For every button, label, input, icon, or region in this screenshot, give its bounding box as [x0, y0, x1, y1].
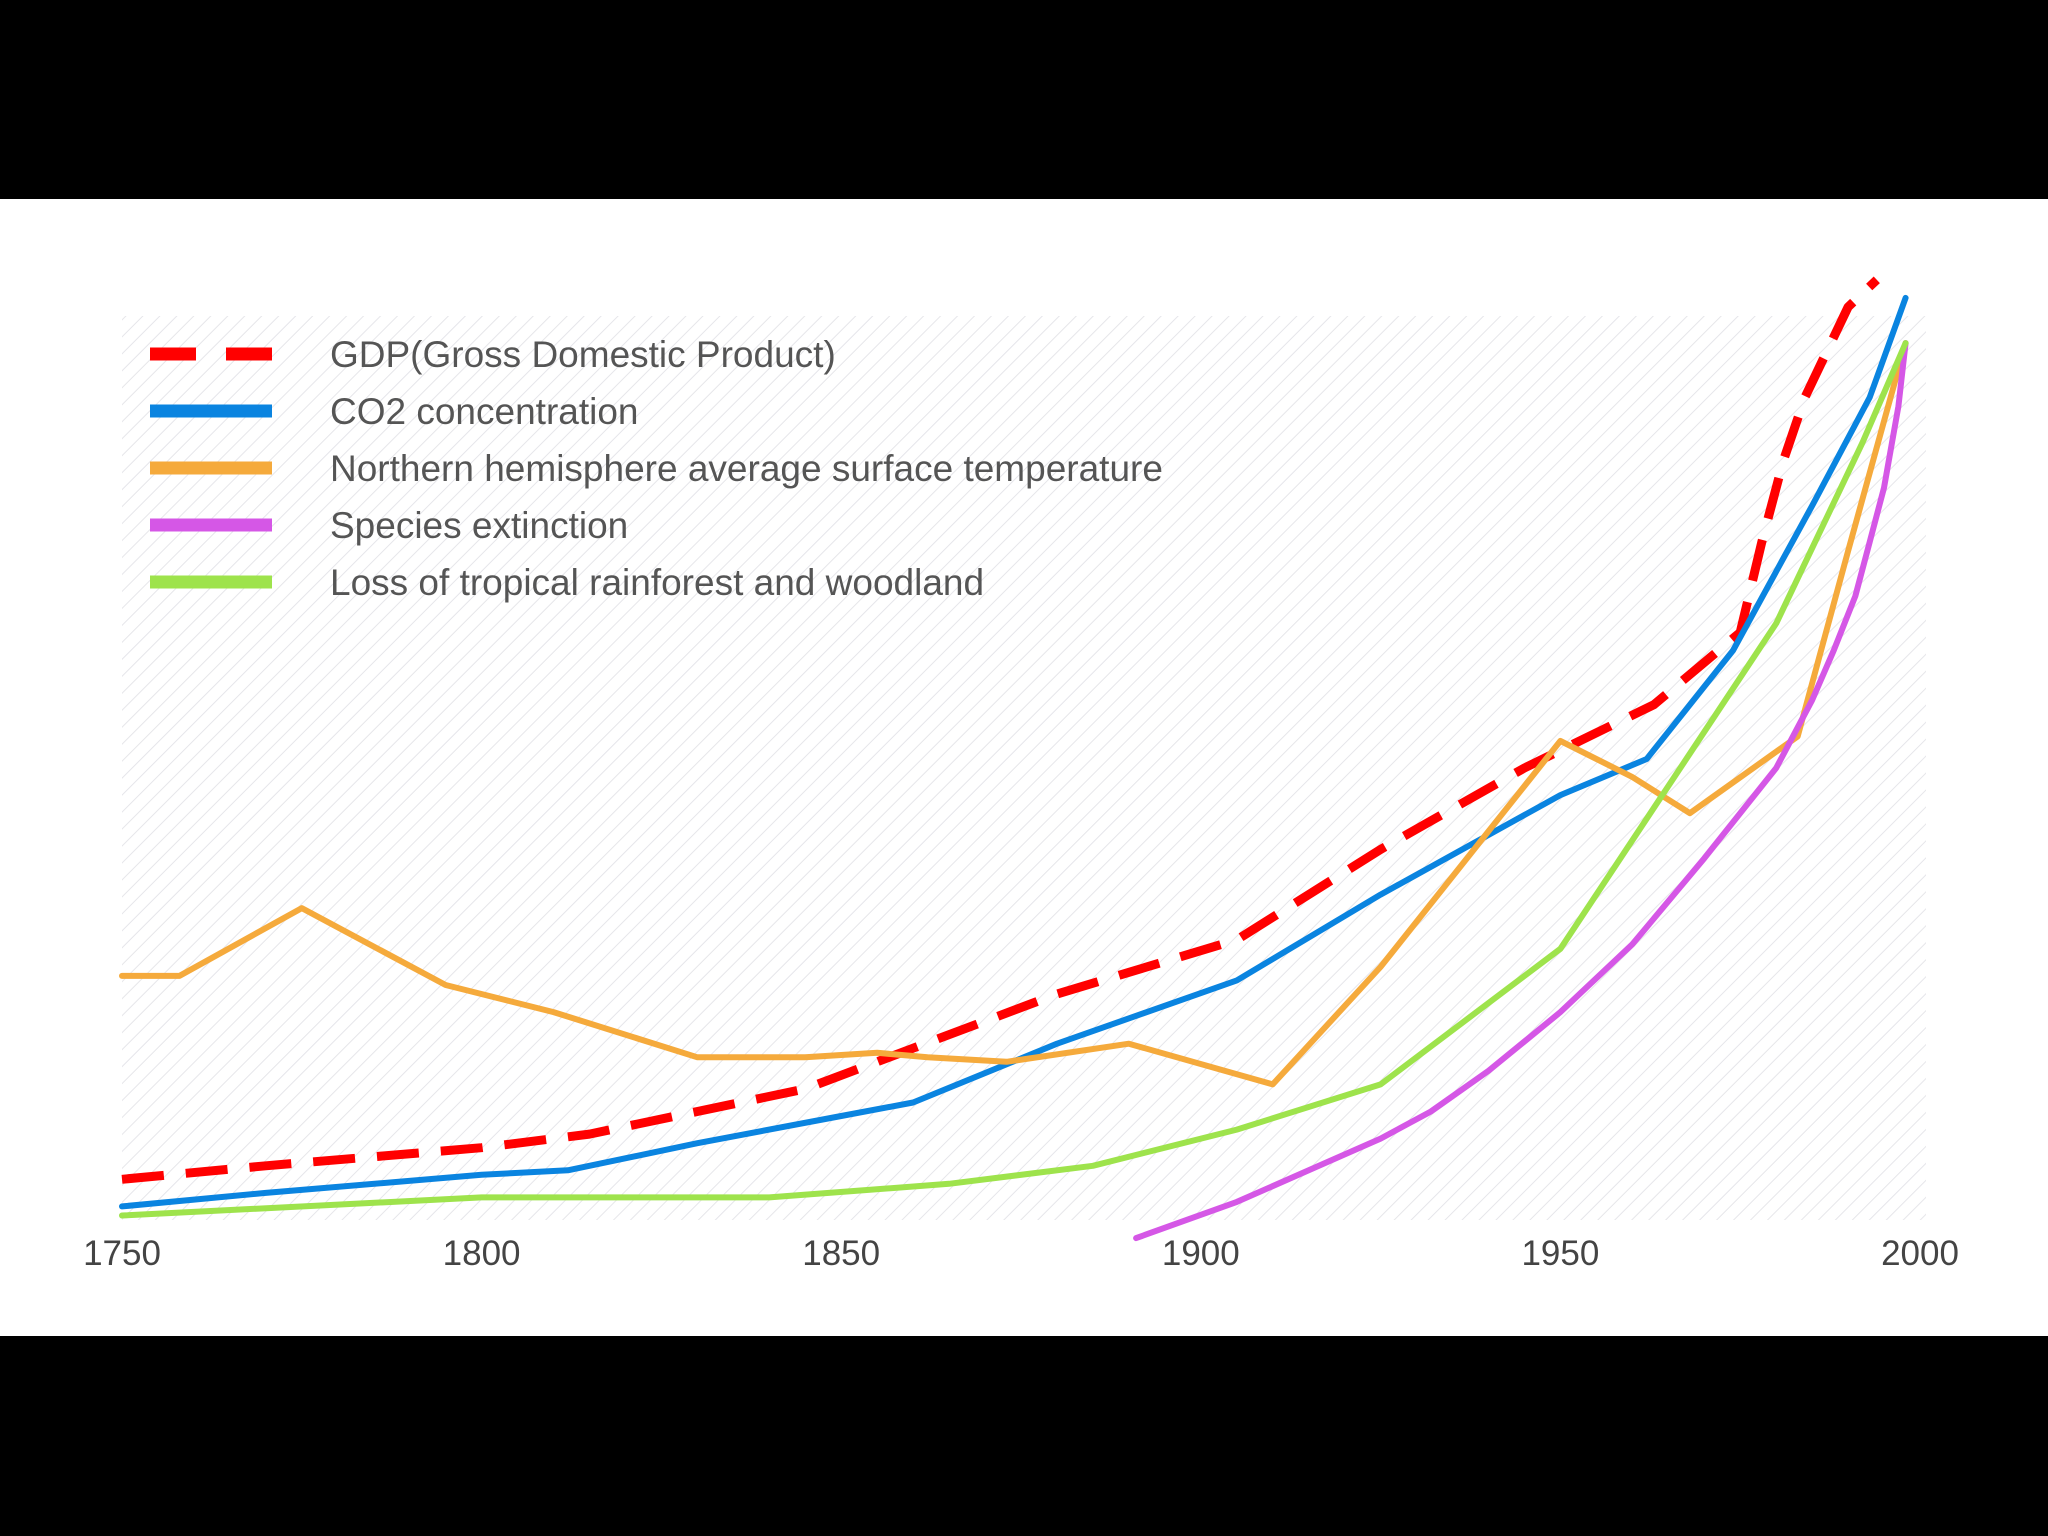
legend-label-loss-of-tropical-rainforest-and-woodland: Loss of tropical rainforest and woodland — [330, 562, 984, 603]
series-line-co2-concentration — [119, 294, 1909, 1210]
series-line-gdp-gross-domestic-product — [121, 276, 1880, 1184]
x-tick-label-1750: 1750 — [83, 1234, 161, 1273]
series-line-northern-hemisphere-average-surface-temperature — [119, 340, 1909, 1088]
legend-label-gdp-gross-domestic-product: GDP(Gross Domestic Product) — [330, 334, 836, 375]
legend-label-species-extinction: Species extinction — [330, 505, 628, 546]
x-axis: 1750 1800 1850 1900 1950 2000 — [83, 1234, 1959, 1273]
legend-label-co2-concentration: CO2 concentration — [330, 391, 639, 432]
legend-label-northern-hemisphere-average-surface-temperature: Northern hemisphere average surface temp… — [330, 448, 1163, 489]
x-tick-label-2000: 2000 — [1881, 1234, 1959, 1273]
bottom-letterbox-band — [0, 1336, 2048, 1536]
top-letterbox-band — [0, 0, 2048, 199]
series-layer — [119, 276, 1909, 1242]
x-tick-label-1850: 1850 — [802, 1234, 880, 1273]
legend: GDP(Gross Domestic Product) CO2 concentra… — [150, 334, 1163, 603]
x-tick-label-1900: 1900 — [1162, 1234, 1240, 1273]
series-line-species-extinction — [1133, 340, 1909, 1242]
series-line-loss-of-tropical-rainforest-and-woodland — [119, 340, 1909, 1219]
x-tick-label-1950: 1950 — [1521, 1234, 1599, 1273]
x-tick-label-1800: 1800 — [443, 1234, 521, 1273]
